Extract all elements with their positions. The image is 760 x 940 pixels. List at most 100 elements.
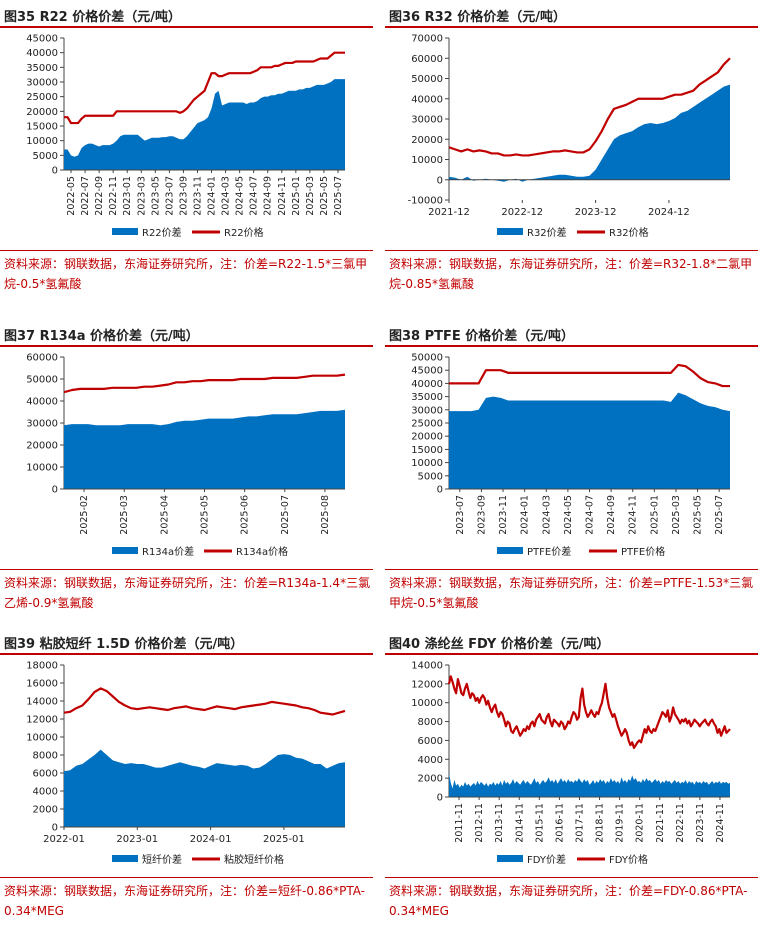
note-rule bbox=[0, 877, 373, 878]
x-tick-label: 2012-11 bbox=[474, 803, 485, 843]
chart-title: 图35 R22 价格价差（元/吨） bbox=[4, 10, 181, 25]
y-tick-label: 14000 bbox=[411, 661, 443, 672]
note-rule bbox=[385, 877, 758, 878]
legend-label: R32价差 bbox=[527, 226, 567, 239]
x-tick-label: 2023-11 bbox=[695, 803, 706, 843]
y-tick-label: 25000 bbox=[411, 419, 443, 430]
x-tick-label: 2025-03 bbox=[119, 495, 130, 535]
x-tick-label: 2011-11 bbox=[454, 803, 465, 843]
x-tick-label: 2022-07 bbox=[80, 176, 91, 216]
series-area-0 bbox=[64, 79, 345, 170]
y-tick-label: 4000 bbox=[33, 787, 58, 798]
x-tick-label: 2023-07 bbox=[164, 176, 175, 216]
legend-label: PTFE价格 bbox=[621, 545, 665, 558]
chart-title: 图39 粘胶短纤 1.5D 价格价差（元/吨） bbox=[4, 637, 244, 652]
x-tick-label: 2022-11 bbox=[675, 803, 686, 843]
y-tick-label: 30000 bbox=[411, 115, 443, 126]
y-tick-label: 70000 bbox=[411, 34, 443, 45]
chart-fig40: 0 2000 4000 6000 8000 10000 12000 14000 2011-11 2… bbox=[411, 661, 731, 866]
series-area-0 bbox=[449, 392, 730, 489]
y-tick-label: -10000 bbox=[408, 196, 443, 207]
x-tick-label: 2025-07 bbox=[714, 495, 725, 535]
series-area-0 bbox=[64, 409, 345, 489]
chart-fig39: 0 2000 4000 6000 8000 10000 12000 14000 16000 180… bbox=[26, 661, 346, 866]
legend-swatch-area bbox=[112, 228, 138, 235]
panel-fig36: 图36 R32 价格价差（元/吨） -10000 0 10000 20000 30000… bbox=[385, 0, 758, 313]
y-tick-label: 30000 bbox=[26, 78, 58, 89]
y-tick-label: 16000 bbox=[26, 679, 58, 690]
y-tick-label: 10000 bbox=[411, 155, 443, 166]
series-line-1 bbox=[63, 687, 346, 716]
y-tick-label: 20000 bbox=[26, 107, 58, 118]
x-tick-label: 2024-11 bbox=[715, 803, 726, 843]
title-rule bbox=[0, 26, 373, 28]
y-tick-label: 10000 bbox=[411, 698, 443, 709]
legend-swatch-area bbox=[112, 855, 138, 862]
x-tick-label: 2013-11 bbox=[494, 803, 505, 843]
y-tick-label: 40000 bbox=[26, 48, 58, 59]
y-tick-label: 40000 bbox=[26, 397, 58, 408]
series-line-1 bbox=[447, 675, 731, 750]
y-tick-label: 5000 bbox=[418, 471, 443, 482]
x-tick-label: 2018-11 bbox=[595, 803, 606, 843]
x-tick-label: 2024-09 bbox=[606, 495, 617, 535]
x-tick-label: 2023-11 bbox=[498, 495, 509, 535]
series-area-0 bbox=[64, 749, 345, 827]
y-tick-label: 15000 bbox=[26, 122, 58, 133]
x-tick-label: 2025-01 bbox=[263, 834, 305, 845]
x-tick-label: 2024-05 bbox=[235, 176, 246, 216]
chart-fig36: -10000 0 10000 20000 30000 40000 50000 60000 700… bbox=[408, 34, 731, 239]
legend-label: R32价格 bbox=[609, 226, 649, 239]
x-tick-label: 2022-05 bbox=[66, 176, 77, 216]
x-tick-label: 2024-03 bbox=[541, 495, 552, 535]
y-tick-label: 6000 bbox=[418, 736, 443, 747]
x-tick-label: 2022-12 bbox=[501, 207, 543, 218]
y-tick-label: 20000 bbox=[26, 441, 58, 452]
y-tick-label: 50000 bbox=[26, 375, 58, 386]
series-line-1 bbox=[449, 363, 730, 388]
x-tick-label: 2025-05 bbox=[319, 176, 330, 216]
x-tick-label: 2023-09 bbox=[178, 176, 189, 216]
source-note: 资料来源：钢联数据，东海证券研究所，注：价差=R22-1.5*三氯甲烷-0.5*… bbox=[4, 257, 368, 291]
legend-label: 粘胶短纤价格 bbox=[224, 853, 284, 866]
x-tick-label: 2015-11 bbox=[534, 803, 545, 843]
legend-label: FDY价差 bbox=[527, 853, 566, 866]
note-rule bbox=[0, 250, 373, 251]
legend-label: R134a价差 bbox=[142, 545, 194, 558]
y-tick-label: 25000 bbox=[26, 92, 58, 103]
x-tick-label: 2025-05 bbox=[200, 495, 211, 535]
x-tick-label: 2025-07 bbox=[280, 495, 291, 535]
legend-swatch-area bbox=[112, 547, 138, 554]
y-tick-label: 40000 bbox=[411, 379, 443, 390]
y-tick-label: 10000 bbox=[411, 458, 443, 469]
x-tick-label: 2024-07 bbox=[249, 176, 260, 216]
y-tick-label: 0 bbox=[437, 793, 443, 804]
x-tick-label: 2021-11 bbox=[655, 803, 666, 843]
panel-fig35: 图35 R22 价格价差（元/吨） 0 5000 10000 15000 20000 25… bbox=[0, 0, 373, 313]
series-area-0 bbox=[449, 773, 730, 797]
y-tick-label: 6000 bbox=[33, 769, 58, 780]
y-tick-label: 2000 bbox=[33, 805, 58, 816]
chart-title: 图40 涤纶丝 FDY 价格价差（元/吨） bbox=[389, 637, 610, 652]
x-tick-label: 2021-12 bbox=[428, 207, 470, 218]
y-tick-label: 18000 bbox=[26, 661, 58, 672]
y-tick-label: 20000 bbox=[411, 135, 443, 146]
y-tick-label: 10000 bbox=[26, 463, 58, 474]
y-tick-label: 8000 bbox=[418, 717, 443, 728]
x-tick-label: 2024-11 bbox=[277, 176, 288, 216]
note-rule bbox=[385, 250, 758, 251]
chart-fig38: 0 5000 10000 15000 20000 25000 30000 35000 40000… bbox=[411, 353, 730, 558]
title-rule bbox=[0, 345, 373, 347]
x-tick-label: 2019-11 bbox=[615, 803, 626, 843]
x-tick-label: 2025-01 bbox=[649, 495, 660, 535]
x-tick-label: 2017-11 bbox=[574, 803, 585, 843]
y-tick-label: 2000 bbox=[418, 774, 443, 785]
title-rule bbox=[385, 653, 758, 655]
x-tick-label: 2024-03 bbox=[221, 176, 232, 216]
x-tick-label: 2023-05 bbox=[150, 176, 161, 216]
source-note: 资料来源：钢联数据，东海证券研究所，注：价差=短纤-0.86*PTA-0.34*… bbox=[4, 884, 366, 918]
series-line-1 bbox=[448, 57, 731, 157]
y-tick-label: 50000 bbox=[411, 74, 443, 85]
x-tick-label: 2025-07 bbox=[333, 176, 344, 216]
source-note: 资料来源：钢联数据，东海证券研究所，注：价差=FDY-0.86*PTA-0.34… bbox=[389, 884, 748, 918]
